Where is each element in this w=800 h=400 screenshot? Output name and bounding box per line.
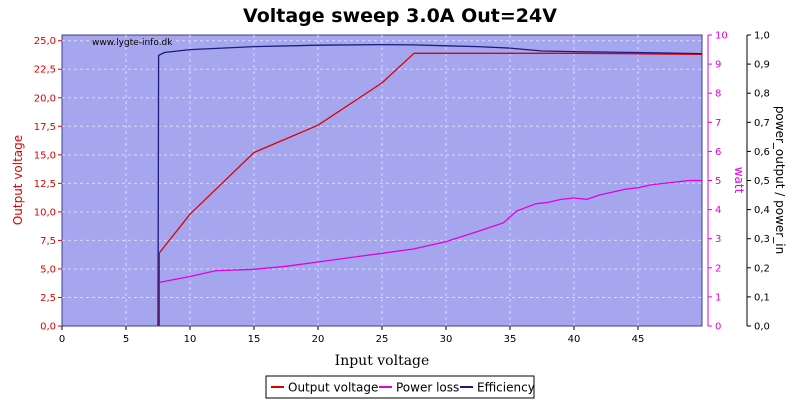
left-tick-label: 25,0	[34, 36, 56, 47]
right-tick-label: 0,1	[754, 292, 770, 303]
middle-tick-label: 10	[715, 31, 728, 42]
left-tick-label: 2,5	[40, 293, 56, 304]
legend-label-output-voltage: Output voltage	[288, 381, 378, 395]
x-axis-label: Input voltage	[335, 353, 430, 369]
left-tick-label: 5,0	[40, 264, 56, 275]
middle-tick-label: 4	[715, 205, 721, 216]
left-tick-label: 10,0	[34, 207, 56, 218]
left-tick-label: 12,5	[34, 179, 56, 190]
right-tick-label: 0,3	[754, 234, 770, 245]
x-tick-label: 5	[123, 334, 129, 345]
watermark-text: www.lygte-info.dk	[92, 38, 173, 48]
middle-tick-label: 2	[715, 263, 721, 274]
middle-tick-label: 8	[715, 89, 721, 100]
right-tick-label: 0,5	[754, 176, 770, 187]
series-lines	[157, 43, 703, 327]
middle-axis-label: watt	[732, 167, 746, 194]
middle-tick-label: 9	[715, 60, 721, 71]
legend: Output voltage Power loss Efficiency	[265, 375, 535, 399]
left-tick-label: 17,5	[34, 122, 56, 133]
x-tick-label: 25	[376, 334, 389, 345]
x-tick-label: 10	[184, 334, 197, 345]
legend-label-power-loss: Power loss	[396, 381, 459, 395]
x-tick-label: 15	[248, 334, 261, 345]
series-line-output-voltage	[158, 52, 703, 326]
legend-label-efficiency: Efficiency	[477, 381, 535, 395]
middle-tick-label: 3	[715, 234, 721, 245]
x-tick-label: 30	[440, 334, 453, 345]
left-tick-label: 7,5	[40, 236, 56, 247]
left-tick-label: 15,0	[34, 150, 56, 161]
middle-tick-label: 5	[715, 176, 721, 187]
middle-tick-label: 0	[715, 322, 721, 333]
grid-lines	[62, 35, 702, 326]
right-tick-label: 0,9	[754, 60, 770, 71]
right-axis-label: power_output / power_in	[773, 106, 787, 254]
right-tick-label: 0,6	[754, 147, 770, 158]
x-tick-label: 20	[312, 334, 325, 345]
middle-tick-label: 7	[715, 118, 721, 129]
left-tick-label: 20,0	[34, 93, 56, 104]
right-tick-label: 1,0	[754, 31, 770, 42]
right-tick-label: 0,0	[754, 322, 770, 333]
right-tick-label: 0,2	[754, 263, 770, 274]
left-axis-label: Output voltage	[11, 135, 25, 225]
x-tick-label: 40	[568, 334, 581, 345]
middle-tick-label: 6	[715, 147, 721, 158]
left-tick-label: 22,5	[34, 65, 56, 76]
x-tick-label: 35	[504, 334, 517, 345]
legend-box	[265, 375, 535, 399]
series-line-efficiency	[157, 43, 703, 327]
axes: 0 5 10 15 20 25 30 35 40 450,02,55,07,510,012,515…	[34, 31, 770, 346]
left-tick-label: 0,0	[40, 322, 56, 333]
middle-tick-label: 1	[715, 292, 721, 303]
x-tick-label: 45	[632, 334, 645, 345]
right-tick-label: 0,4	[754, 205, 770, 216]
chart-title: Voltage sweep 3.0A Out=24V	[243, 5, 557, 27]
right-tick-label: 0,8	[754, 89, 770, 100]
right-tick-label: 0,7	[754, 118, 770, 129]
x-tick-label: 0	[59, 334, 65, 345]
series-line-power-loss	[159, 179, 702, 284]
